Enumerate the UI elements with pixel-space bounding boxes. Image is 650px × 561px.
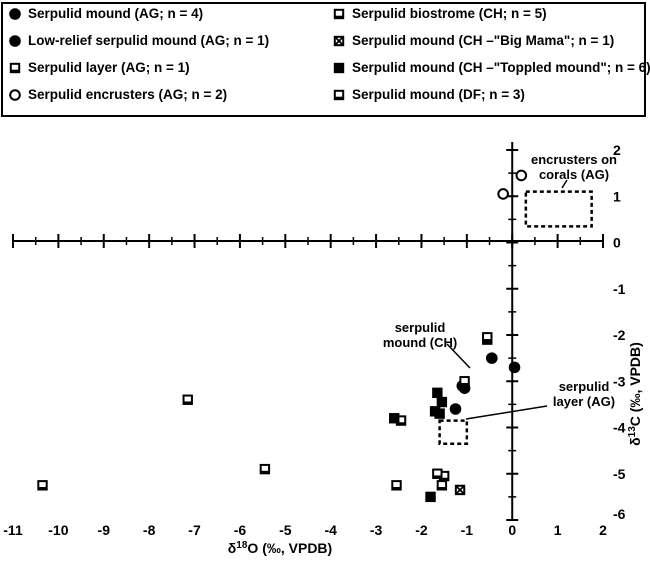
data-point <box>182 394 193 405</box>
legend-item: Serpulid layer (AG; n = 1) <box>8 60 190 75</box>
data-point <box>432 468 443 479</box>
x-tick-label: -3 <box>370 522 383 538</box>
data-point <box>432 387 443 399</box>
legend-item: Serpulid mound (AG; n = 4) <box>8 6 203 21</box>
annotation-label: layer (AG) <box>553 394 615 409</box>
annotation-label: encrusters on <box>531 152 617 167</box>
legend-label: Serpulid layer (AG; n = 1) <box>28 60 190 75</box>
data-point <box>482 332 493 343</box>
data-points <box>37 169 528 503</box>
data-point <box>454 484 466 496</box>
filled-circle-marker <box>9 7 21 20</box>
annotation-leader <box>465 405 548 420</box>
data-point <box>508 361 521 374</box>
legend-item: Serpulid encrusters (AG; n = 2) <box>8 87 227 102</box>
x-tick-label: -6 <box>234 522 247 538</box>
y-tick-label: 1 <box>613 188 621 204</box>
x-tick-label: 1 <box>554 522 562 538</box>
crossed-square-marker <box>333 35 345 46</box>
data-point <box>449 403 462 415</box>
y-tick-label: -2 <box>613 327 626 343</box>
y-tick-label: -4 <box>613 420 626 436</box>
x-axis-label: δ18O (‰, VPDB) <box>228 540 332 556</box>
annotation-label: serpulid <box>395 320 446 335</box>
y-tick-label: -1 <box>613 281 626 297</box>
annotation-label: corals (AG) <box>539 167 609 182</box>
x-tick-label: -7 <box>188 522 201 538</box>
encrusters-region-box <box>524 190 593 228</box>
data-point <box>259 463 271 475</box>
x-tick-label: -10 <box>48 522 68 538</box>
x-tick-label: 2 <box>599 522 607 538</box>
data-point <box>436 480 448 491</box>
legend-label: Serpulid mound (DF; n = 3) <box>352 87 525 102</box>
open-square-dot-marker <box>9 62 21 73</box>
x-tick-label: -4 <box>324 522 337 538</box>
y-tick-label: 0 <box>613 235 621 251</box>
data-point <box>459 376 470 387</box>
open-circle-marker <box>9 88 21 101</box>
data-point <box>37 480 48 491</box>
annotation-leader <box>446 343 471 369</box>
open-square-dot-marker <box>333 8 345 19</box>
filled-circle-marker <box>9 34 21 47</box>
annotation-leader <box>561 179 568 189</box>
legend-label: Serpulid encrusters (AG; n = 2) <box>28 87 228 102</box>
data-point <box>497 188 509 200</box>
legend-item: Serpulid biostrome (CH; n = 5) <box>332 6 547 21</box>
x-tick-label: -9 <box>98 522 111 538</box>
serpulid-layer-box <box>438 419 469 445</box>
open-square-dot-marker <box>333 89 345 100</box>
data-point <box>515 169 528 182</box>
x-tick-label: -8 <box>143 522 156 538</box>
x-tick-label: -1 <box>461 522 474 538</box>
data-point <box>425 491 436 503</box>
data-point <box>436 396 448 408</box>
annotation-label: mound (CH) <box>383 335 457 350</box>
annotation-label: serpulid <box>559 379 610 394</box>
legend-item: Serpulid mound (CH –"Big Mama"; n = 1) <box>332 33 614 48</box>
legend: Serpulid mound (AG; n = 4) Low-relief ser… <box>1 2 650 117</box>
legend-item: Low-relief serpulid mound (AG; n = 1) <box>8 33 269 48</box>
y-tick-label: 2 <box>613 142 621 158</box>
y-tick-label: -5 <box>613 466 626 482</box>
x-tick-label: -5 <box>279 522 292 538</box>
y-axis-label: δ13C (‰, VPDB) <box>627 342 643 446</box>
legend-item: Serpulid mound (DF; n = 3) <box>332 87 525 102</box>
legend-item: Serpulid mound (CH –"Toppled mound"; n =… <box>332 60 650 75</box>
legend-label: Serpulid mound (CH –"Big Mama"; n = 1) <box>352 33 615 48</box>
data-point <box>389 413 400 424</box>
x-tick-label: -11 <box>3 522 23 538</box>
y-tick-label: -3 <box>613 373 626 389</box>
filled-square-marker <box>333 62 345 73</box>
legend-label: Serpulid biostrome (CH; n = 5) <box>352 6 547 21</box>
y-tick-label: -6 <box>613 506 626 522</box>
axes: -11 -10 -9 -8 -7 -6 -5 -4 -3 -2 -1 0 1 2-6-5-4-3-2-10… <box>3 142 626 538</box>
legend-label: Serpulid mound (AG; n = 4) <box>28 6 204 21</box>
legend-label: Serpulid mound (CH –"Toppled mound"; n =… <box>352 60 650 75</box>
data-point <box>486 352 498 364</box>
x-tick-label: -2 <box>415 522 428 538</box>
x-tick-label: 0 <box>508 522 516 538</box>
data-point <box>391 480 402 491</box>
legend-label: Low-relief serpulid mound (AG; n = 1) <box>28 33 270 48</box>
data-point <box>429 406 441 417</box>
